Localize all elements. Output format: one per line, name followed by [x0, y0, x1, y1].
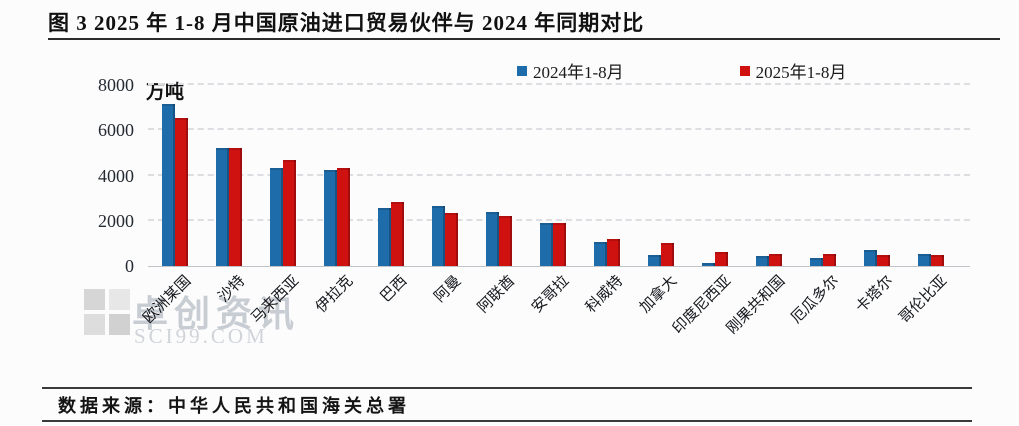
bar-2025年1-8月[interactable] [553, 223, 566, 266]
bar-2025年1-8月[interactable] [337, 167, 350, 266]
bar-2025年1-8月[interactable] [391, 201, 404, 266]
data-source-text: 数据来源：中华人民共和国海关总署 [58, 396, 410, 416]
bar-2024年1-8月[interactable] [918, 253, 931, 266]
bar-group [864, 250, 890, 266]
bar-2024年1-8月[interactable] [324, 169, 337, 266]
bar-2024年1-8月[interactable] [540, 223, 553, 266]
y-tick-label: 8000 [98, 75, 134, 95]
bar-2024年1-8月[interactable] [486, 211, 499, 266]
legend-label-2025: 2025年1-8月 [755, 63, 847, 82]
bar-2024年1-8月[interactable] [378, 208, 391, 266]
y-tick-label: 6000 [98, 120, 134, 141]
gridline [148, 218, 970, 221]
x-axis-line [148, 266, 970, 267]
bar-2025年1-8月[interactable] [769, 253, 782, 266]
bars-layer: 欧洲某国 沙特 马来西亚 伊拉克 巴西 阿曼 阿联酋 安哥拉 科威特 加拿大 印度尼西亚 刚果共和国厄… [141, 83, 970, 337]
bar-2024年1-8月[interactable] [756, 255, 769, 266]
category-label: 哥伦比亚 [896, 273, 951, 327]
legend-swatch-2024-icon [517, 65, 527, 76]
y-axis: 8000 6000 4000 2000 0 [0, 75, 138, 276]
bar-2025年1-8月[interactable] [229, 148, 242, 266]
legend-swatch-2025-icon [739, 65, 750, 76]
bar-group [810, 253, 836, 266]
legend-label-2024: 2024年1-8月 [533, 63, 624, 82]
bar-group [432, 206, 458, 266]
bar-2025年1-8月[interactable] [931, 255, 944, 266]
bar-group [918, 253, 944, 266]
legend-item-2024: 2024年1-8月 [517, 58, 624, 83]
bar-2024年1-8月[interactable] [594, 242, 607, 266]
y-tick-label: 4000 [98, 165, 134, 186]
bar-2024年1-8月[interactable] [270, 167, 283, 266]
watermark-brand-text: 卓创资讯 [132, 294, 301, 334]
footer-divider-bottom [42, 420, 972, 422]
bar-group [594, 238, 620, 266]
bar-2024年1-8月[interactable] [648, 254, 661, 266]
bar-group [648, 243, 674, 266]
bar-2025年1-8月[interactable] [823, 253, 836, 266]
bar-group [162, 104, 188, 266]
y-axis-unit-label: 万吨 [146, 82, 185, 103]
bar-group [486, 211, 512, 266]
watermark-domain-text: SCI99.COM [134, 324, 268, 348]
gridline [148, 173, 970, 176]
bar-2025年1-8月[interactable] [445, 212, 458, 266]
bar-2024年1-8月[interactable] [162, 104, 175, 266]
y-tick-label: 2000 [98, 210, 134, 231]
plot-area: 欧洲某国 沙特 马来西亚 伊拉克 巴西 阿曼 阿联酋 安哥拉 科威特 加拿大 印度尼西亚 刚果共和国厄… [141, 83, 970, 337]
bar-group [216, 148, 242, 266]
bar-2025年1-8月[interactable] [283, 159, 296, 266]
footer-divider-top [42, 387, 972, 389]
bar-group [756, 253, 782, 266]
gridline [148, 83, 970, 85]
chart-legend: 2024年1-8月 2025年1-8月 [517, 58, 846, 83]
bar-2025年1-8月[interactable] [607, 238, 620, 266]
bar-2025年1-8月[interactable] [877, 254, 890, 266]
bar-group [540, 223, 566, 266]
y-tick-label: 0 [125, 256, 134, 276]
title-underline [48, 38, 1000, 40]
bar-2024年1-8月[interactable] [702, 262, 715, 266]
bar-2025年1-8月[interactable] [715, 252, 728, 266]
bar-group [270, 159, 296, 266]
bar-group [702, 252, 728, 266]
bar-2024年1-8月[interactable] [810, 258, 823, 266]
bar-2024年1-8月[interactable] [216, 148, 229, 266]
gridline [148, 128, 970, 131]
bar-group [324, 167, 350, 266]
legend-item-2025: 2025年1-8月 [739, 58, 847, 83]
bar-2024年1-8月[interactable] [432, 206, 445, 266]
sci99-logo-icon [84, 289, 130, 335]
bar-2024年1-8月[interactable] [864, 250, 877, 266]
bar-2025年1-8月[interactable] [499, 216, 512, 266]
bar-2025年1-8月[interactable] [175, 117, 188, 266]
bar-2025年1-8月[interactable] [661, 243, 674, 266]
figure-title: 图 3 2025 年 1-8 月中国原油进口贸易伙伴与 2024 年同期对比 [48, 11, 645, 35]
bar-group [378, 201, 404, 266]
